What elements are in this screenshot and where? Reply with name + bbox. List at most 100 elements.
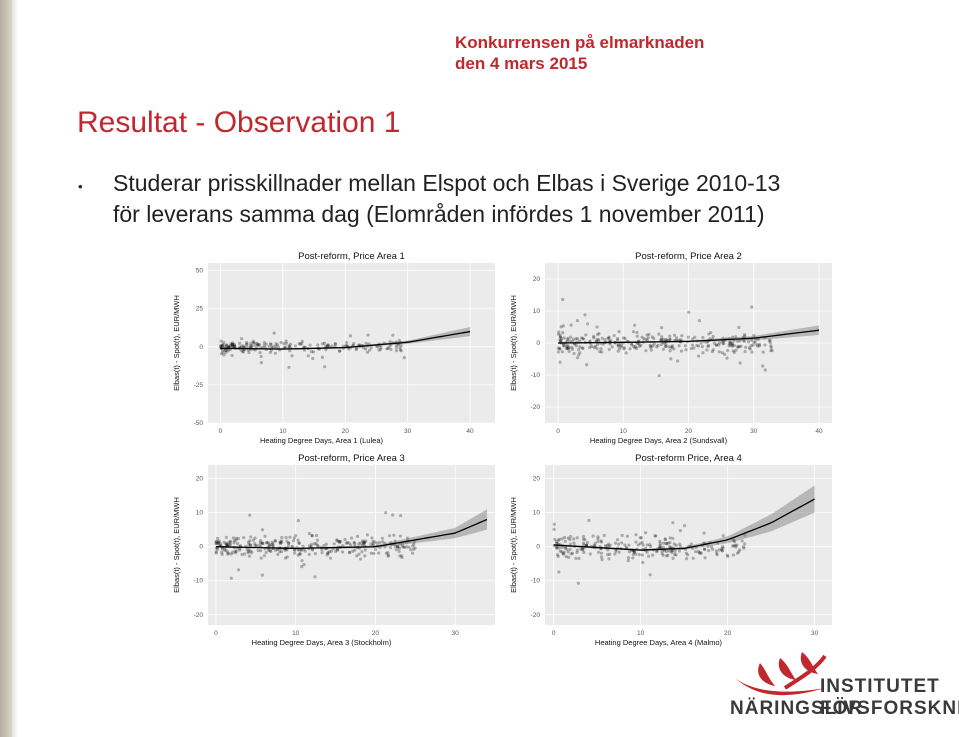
scatter-point [721,534,725,538]
scatter-point [670,344,674,348]
scatter-point [308,343,312,347]
scatter-point [659,338,663,342]
scatter-point [393,539,397,543]
scatter-point [580,346,584,350]
scatter-point [253,344,258,348]
scatter-point [738,548,742,552]
scatter-point [582,550,586,555]
scatter-point [274,341,278,346]
y-tick-label: -20 [531,404,541,411]
scatter-point [727,344,731,348]
y-tick-label: -20 [531,612,541,619]
scatter-point [297,541,301,545]
scatter-point [640,335,644,339]
scatter-point [601,342,605,346]
scatter-point [596,332,600,337]
scatter-point [257,342,261,347]
scatter-point [708,337,712,341]
scatter-point [717,350,721,354]
scatter-point [412,547,416,551]
scatter-point [266,548,271,552]
scatter-point [224,343,229,347]
scatter-point [369,346,373,350]
scatter-point [309,544,313,549]
scatter-point [363,540,367,545]
scatter-point [634,346,639,351]
scatter-point [225,542,230,546]
scatter-point [649,348,653,352]
scatter-point [245,343,249,347]
scatter-point [618,347,622,351]
scatter-point [398,542,403,546]
scatter-point [638,536,642,540]
scatter-point [377,551,381,555]
scatter-point [563,539,567,543]
scatter-point [278,542,283,546]
scatter-point [354,347,358,352]
scatter-point [599,551,604,555]
scatter-point [268,342,273,346]
scatter-point [567,349,571,353]
scatter-point [326,343,331,347]
scatter-point [581,541,586,545]
scatter-point [659,325,664,330]
scatter-point [389,347,393,351]
scatter-point [608,342,612,346]
scatter-point [715,553,719,557]
scatter-point [264,550,268,555]
scatter-point [730,342,734,346]
scatter-point [667,345,671,349]
scatter-point [226,552,230,556]
scatter-point [609,339,613,343]
scatter-point [588,345,592,350]
scatter-point [649,344,653,348]
scatter-point [288,349,292,353]
scatter-point [566,347,570,351]
scatter-point [617,550,621,554]
scatter-point [249,344,253,348]
scatter-point [569,335,573,339]
x-tick-label: 30 [811,630,819,637]
scatter-point [583,537,587,542]
scatter-point [269,549,273,554]
scatter-point [262,554,267,558]
scatter-point [325,553,329,557]
scatter-point [260,541,264,545]
scatter-point [394,349,399,353]
scatter-point [565,547,569,551]
scatter-point [742,546,746,550]
scatter-point [263,534,267,538]
scatter-point [624,545,628,549]
scatter-point [617,342,621,346]
scatter-point [300,339,304,343]
scatter-point [229,576,233,580]
scatter-point [743,334,747,338]
scatter-point [707,332,711,336]
scatter-point [730,344,734,348]
scatter-point [603,338,607,342]
scatter-point [562,550,566,554]
scatter-point [297,342,301,346]
scatter-point [721,546,725,550]
scatter-point [326,343,330,347]
scatter-point [649,345,653,350]
scatter-point [643,546,648,550]
y-tick-label: -50 [194,420,204,427]
scatter-point [662,549,666,553]
scatter-point [314,542,318,546]
scatter-point [743,542,747,546]
scatter-point [725,553,729,557]
scatter-point [665,541,669,546]
scatter-point [348,334,353,338]
scatter-point [310,534,314,538]
scatter-point [562,336,566,340]
scatter-point [558,347,562,351]
scatter-point [564,554,568,559]
x-tick-label: 10 [292,630,300,637]
scatter-point [722,341,726,345]
scatter-point [569,552,573,556]
scatter-point [742,339,747,343]
scatter-point [253,544,257,548]
scatter-point [560,537,564,541]
scatter-point [556,346,560,350]
